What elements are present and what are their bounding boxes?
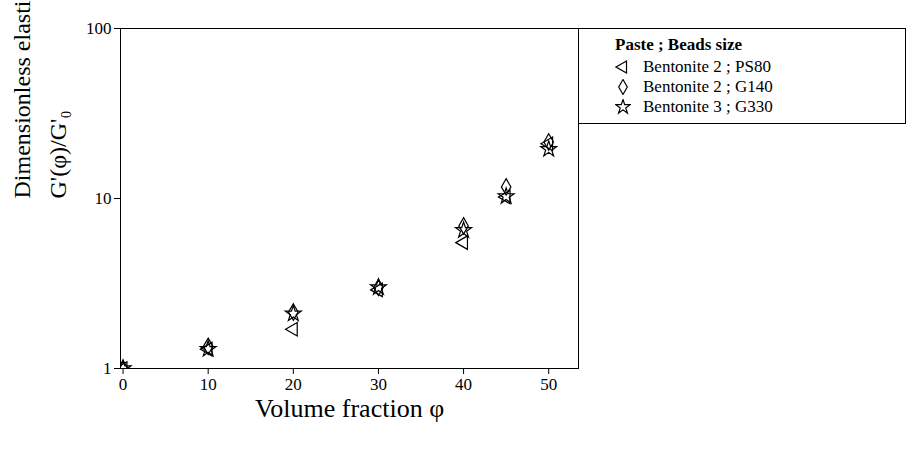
svg-text:G'(φ)/G'₀: G'(φ)/G'₀ (45, 110, 71, 198)
html-text:Bentonite 3 ; G330: Bentonite 3 ; G330 (643, 97, 773, 116)
html-text:Bentonite 2 ; PS80: Bentonite 2 ; PS80 (643, 57, 771, 76)
svg-text:10: 10 (95, 189, 112, 208)
svg-text:10: 10 (200, 375, 217, 394)
svg-text:100: 100 (86, 19, 112, 38)
svg-text:Volume fraction φ: Volume fraction φ (255, 394, 444, 423)
svg-text:50: 50 (540, 375, 557, 394)
svg-text:20: 20 (285, 375, 302, 394)
svg-text:30: 30 (370, 375, 387, 394)
svg-text:1: 1 (103, 359, 112, 378)
svg-text:Dimensionless elastic modulus: Dimensionless elastic modulus (9, 0, 35, 199)
svg-text:0: 0 (119, 375, 128, 394)
svg-text:40: 40 (455, 375, 472, 394)
html-text:Bentonite 2 ; G140: Bentonite 2 ; G140 (643, 77, 773, 96)
html-text:Paste ; Beads size: Paste ; Beads size (615, 35, 742, 54)
